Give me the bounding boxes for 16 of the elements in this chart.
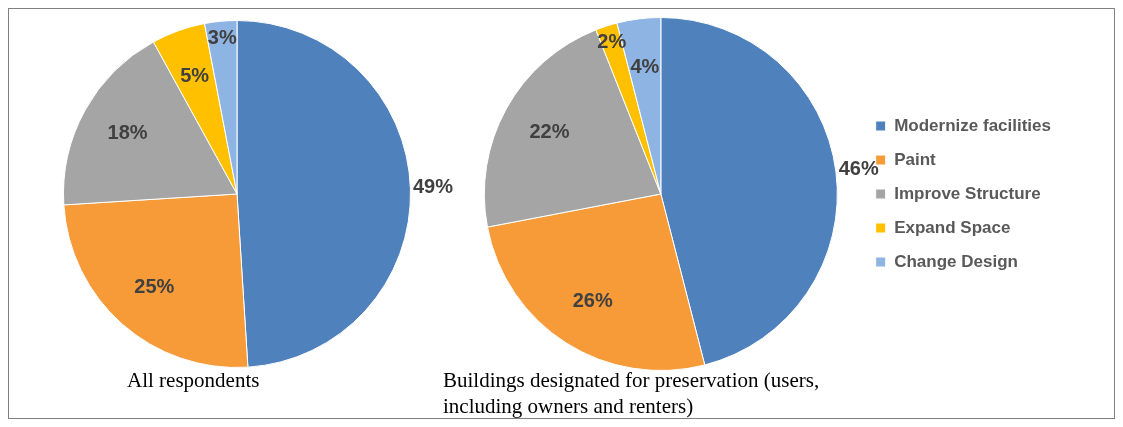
data-label: 22%: [529, 120, 570, 143]
data-label: 5%: [180, 63, 210, 86]
text: Buildings designated for preservation (users, including owners and renters): [443, 367, 821, 419]
data-label: 25%: [134, 275, 175, 298]
data-label: 49%: [412, 175, 454, 198]
data-label: 18%: [107, 121, 148, 144]
legend-label: Change Design: [894, 251, 1018, 271]
legend-label: Paint: [894, 149, 937, 169]
text: All respondents: [127, 368, 260, 392]
data-label: 4%: [630, 55, 660, 78]
data-label: 3%: [207, 26, 237, 49]
data-label: 26%: [572, 288, 613, 311]
legend-label: Modernize facilities: [894, 115, 1052, 135]
data-label: 46%: [838, 156, 879, 179]
legend-label: Improve Structure: [894, 183, 1041, 203]
legend-label: Expand Space: [894, 217, 1011, 237]
